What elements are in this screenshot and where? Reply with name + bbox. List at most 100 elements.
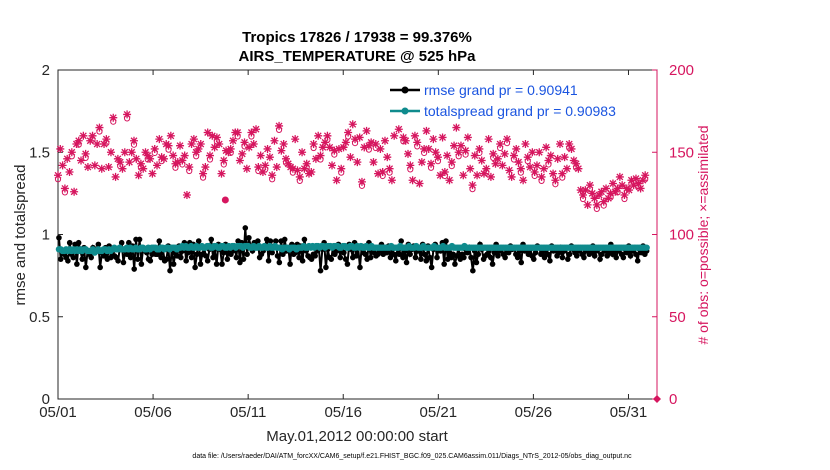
obs-possible-marker (351, 139, 359, 147)
rmse-point (188, 254, 195, 261)
obs-count-marker (461, 146, 470, 155)
obs-count-marker (438, 133, 447, 142)
obs-count-marker (532, 161, 541, 170)
obs-count-marker (265, 153, 274, 162)
rmse-point (337, 254, 344, 261)
obs-count-marker (67, 148, 76, 157)
obs-count-marker (275, 121, 284, 130)
obs-count-marker (590, 194, 599, 203)
obs-count-marker (189, 135, 198, 144)
obs-count-marker (447, 158, 456, 167)
obs-possible-marker (642, 176, 649, 183)
obs-count-marker (70, 187, 79, 196)
obs-count-marker (284, 159, 293, 168)
obs-count-marker (164, 141, 173, 150)
obs-count-marker (383, 153, 392, 162)
rmse-point (620, 254, 627, 261)
obs-count-marker (572, 159, 581, 168)
rmse-point (79, 256, 86, 262)
obs-count-marker (376, 144, 385, 153)
obs-count-marker (102, 135, 111, 144)
obs-count-marker (385, 164, 394, 173)
rmse-point (213, 261, 220, 267)
obs-possible-marker (607, 194, 614, 201)
obs-count-marker (118, 164, 127, 173)
rmse-point (393, 258, 399, 264)
obs-count-marker (634, 179, 643, 188)
obs-count-marker (454, 148, 463, 157)
obs-count-marker (77, 156, 86, 165)
obs-count-marker (544, 156, 553, 165)
rmse-point (75, 239, 82, 246)
rmse-point (487, 254, 494, 261)
obs-possible-marker (75, 141, 82, 148)
obs-count-marker (576, 186, 585, 195)
rmse-point (362, 251, 369, 258)
obs-count-marker (95, 123, 104, 132)
obs-possible-marker (220, 161, 227, 168)
obs-possible-marker (303, 164, 310, 171)
rmse-point (118, 239, 125, 246)
obs-count-marker (166, 131, 175, 140)
obs-count-marker (521, 140, 530, 149)
obs-count-marker (316, 151, 325, 160)
obs-count-marker (387, 176, 396, 185)
obs-count-marker (111, 172, 120, 181)
rmse-point (120, 259, 127, 266)
obs-count-marker (560, 153, 569, 162)
legend-entry: totalspread grand pr = 0.90983 (424, 103, 616, 119)
obs-count-marker (79, 131, 88, 140)
rmse-point (131, 266, 138, 272)
obs-count-marker (360, 143, 369, 152)
rmse-point (317, 267, 324, 274)
obs-count-marker (281, 154, 290, 163)
obs-count-marker (199, 169, 208, 178)
obs-possible-marker (545, 161, 552, 168)
annotation-marker (221, 196, 229, 204)
obs-count-marker (367, 138, 376, 147)
rmse-point (74, 261, 80, 267)
rmse-point (452, 261, 458, 267)
obs-count-marker (173, 158, 182, 167)
obs-count-marker (394, 125, 403, 134)
legend-entry: rmse grand pr = 0.90941 (424, 82, 578, 98)
obs-count-marker (374, 169, 383, 178)
rmse-point (473, 259, 480, 266)
obs-count-marker (139, 164, 148, 173)
obs-possible-marker (248, 133, 255, 140)
obs-possible-marker (110, 118, 117, 125)
obs-count-marker (463, 133, 472, 142)
obs-possible-marker (552, 181, 559, 188)
obs-count-marker (277, 146, 286, 155)
obs-count-marker (113, 154, 122, 163)
rmse-point (224, 256, 231, 262)
rmse-point (281, 236, 288, 243)
obs-possible-marker (54, 176, 62, 183)
x-tick-label: 05/01 (39, 404, 77, 421)
rmse-point (495, 253, 501, 259)
rmse-point (242, 225, 249, 231)
rmse-point (115, 258, 121, 264)
obs-possible-marker (255, 167, 262, 175)
obs-possible-marker (61, 189, 69, 196)
y-tick-label-left: 0.5 (29, 309, 50, 326)
rmse-point (489, 261, 496, 267)
obs-count-marker (60, 184, 69, 193)
obs-count-marker (311, 154, 320, 163)
obs-count-marker (229, 136, 238, 145)
obs-count-marker (263, 144, 272, 153)
obs-count-marker (240, 138, 249, 147)
rmse-point (403, 259, 410, 266)
obs-count-marker (424, 144, 433, 153)
rmse-point (443, 238, 449, 244)
rmse-point (127, 254, 134, 261)
obs-possible-marker (579, 195, 587, 203)
y-tick-label-left: 0 (42, 391, 50, 408)
rmse-point (65, 258, 71, 264)
obs-count-marker (235, 156, 244, 165)
obs-count-marker (344, 128, 353, 137)
rmse-point (545, 251, 551, 258)
obs-count-marker (226, 144, 235, 153)
obs-count-marker (553, 154, 562, 163)
